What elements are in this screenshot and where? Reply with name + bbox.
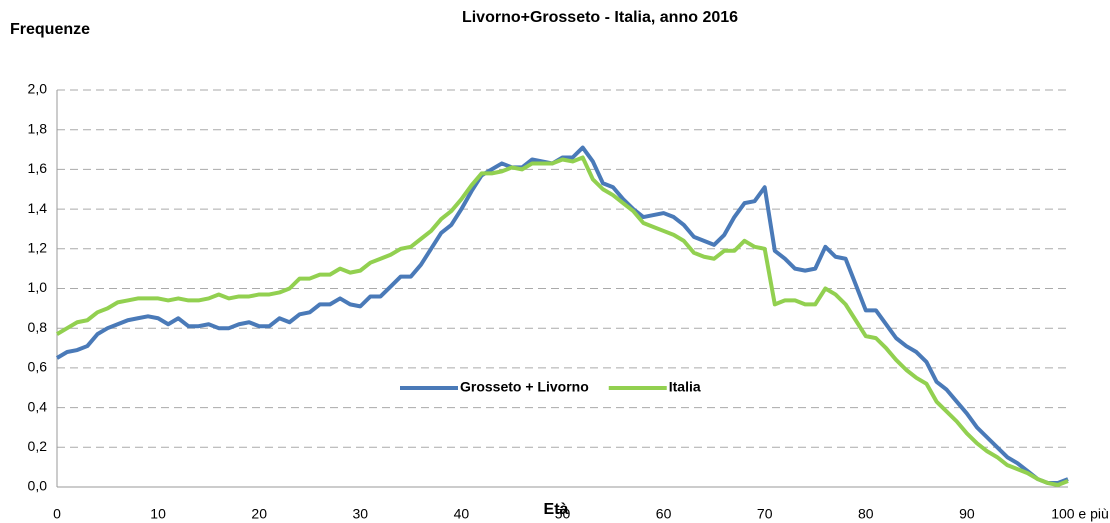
legend-label: Grosseto + Livorno bbox=[460, 379, 589, 395]
x-tick-label: 90 bbox=[959, 506, 975, 522]
x-tick-label: 40 bbox=[454, 506, 470, 522]
y-tick-label: 0,8 bbox=[28, 319, 48, 335]
line-series bbox=[55, 145, 1069, 486]
x-tick-label: 70 bbox=[757, 506, 773, 522]
y-tick-label: 1,8 bbox=[28, 120, 48, 136]
x-tick-label: 0 bbox=[53, 506, 61, 522]
x-tick-label: 10 bbox=[150, 506, 166, 522]
line-series bbox=[55, 155, 1069, 488]
y-tick-label: 0,0 bbox=[28, 478, 48, 494]
y-axis-label: Frequenze bbox=[10, 21, 90, 38]
y-tick-label: 1,2 bbox=[28, 240, 48, 256]
y-tick-label: 2,0 bbox=[28, 81, 48, 97]
y-tick-label: 0,4 bbox=[28, 398, 48, 414]
x-tick-label: 60 bbox=[656, 506, 672, 522]
x-tick-label: 100 e più bbox=[1051, 506, 1109, 522]
x-axis-label: Età bbox=[544, 501, 569, 518]
y-tick-label: 0,2 bbox=[28, 438, 48, 454]
y-tick-label: 0,6 bbox=[28, 359, 48, 375]
y-tick-label: 1,6 bbox=[28, 160, 48, 176]
chart-title: Livorno+Grosseto - Italia, anno 2016 bbox=[462, 9, 738, 26]
x-tick-label: 20 bbox=[251, 506, 267, 522]
x-tick-label: 80 bbox=[858, 506, 874, 522]
x-tick-label: 50 bbox=[555, 506, 571, 522]
y-tick-label: 1,0 bbox=[28, 279, 48, 295]
legend-label: Italia bbox=[669, 379, 701, 395]
y-tick-label: 1,4 bbox=[28, 200, 48, 216]
x-tick-label: 30 bbox=[353, 506, 369, 522]
